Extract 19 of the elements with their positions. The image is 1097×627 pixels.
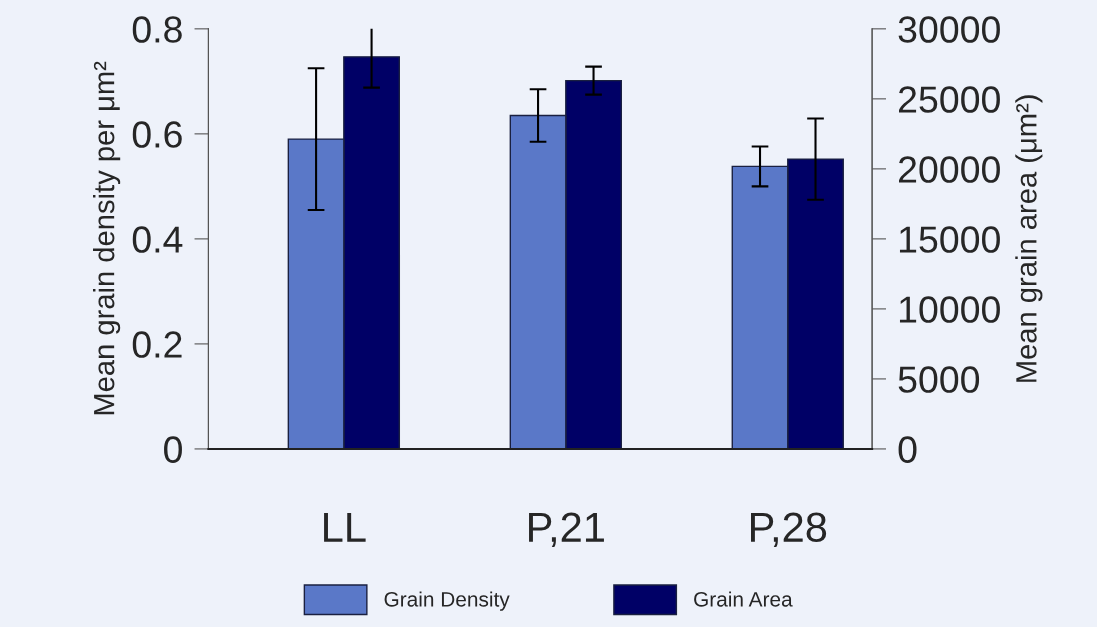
y2-axis-title: Mean grain area (μm²) (1015, 95, 1043, 382)
y2-tick-label: 25000 (899, 86, 1000, 113)
y2-tick-label: 20000 (899, 156, 1000, 183)
y-tick-label: 0.6 (132, 121, 182, 148)
y2-tick-label: 15000 (899, 226, 1000, 253)
x-tick-label: P,28 (751, 512, 827, 547)
y2-tick-label: 10000 (899, 296, 1000, 323)
y2-tick-label: 0 (898, 436, 917, 463)
y-tick-label: 0 (164, 436, 182, 463)
y-tick-label: 0.8 (132, 16, 182, 43)
legend-label: Grain Area (694, 591, 793, 607)
y-tick-label: 0.4 (132, 226, 183, 253)
y-axis-title: Mean grain density per μm² (93, 61, 121, 415)
y2-tick-label: 5000 (898, 366, 980, 393)
y-tick-label: 0.2 (132, 331, 182, 358)
y2-tick-label: 30000 (898, 16, 1000, 43)
x-tick-label: LL (324, 512, 366, 542)
x-tick-label: P,21 (529, 512, 604, 547)
legend-label: Grain Density (384, 591, 510, 611)
